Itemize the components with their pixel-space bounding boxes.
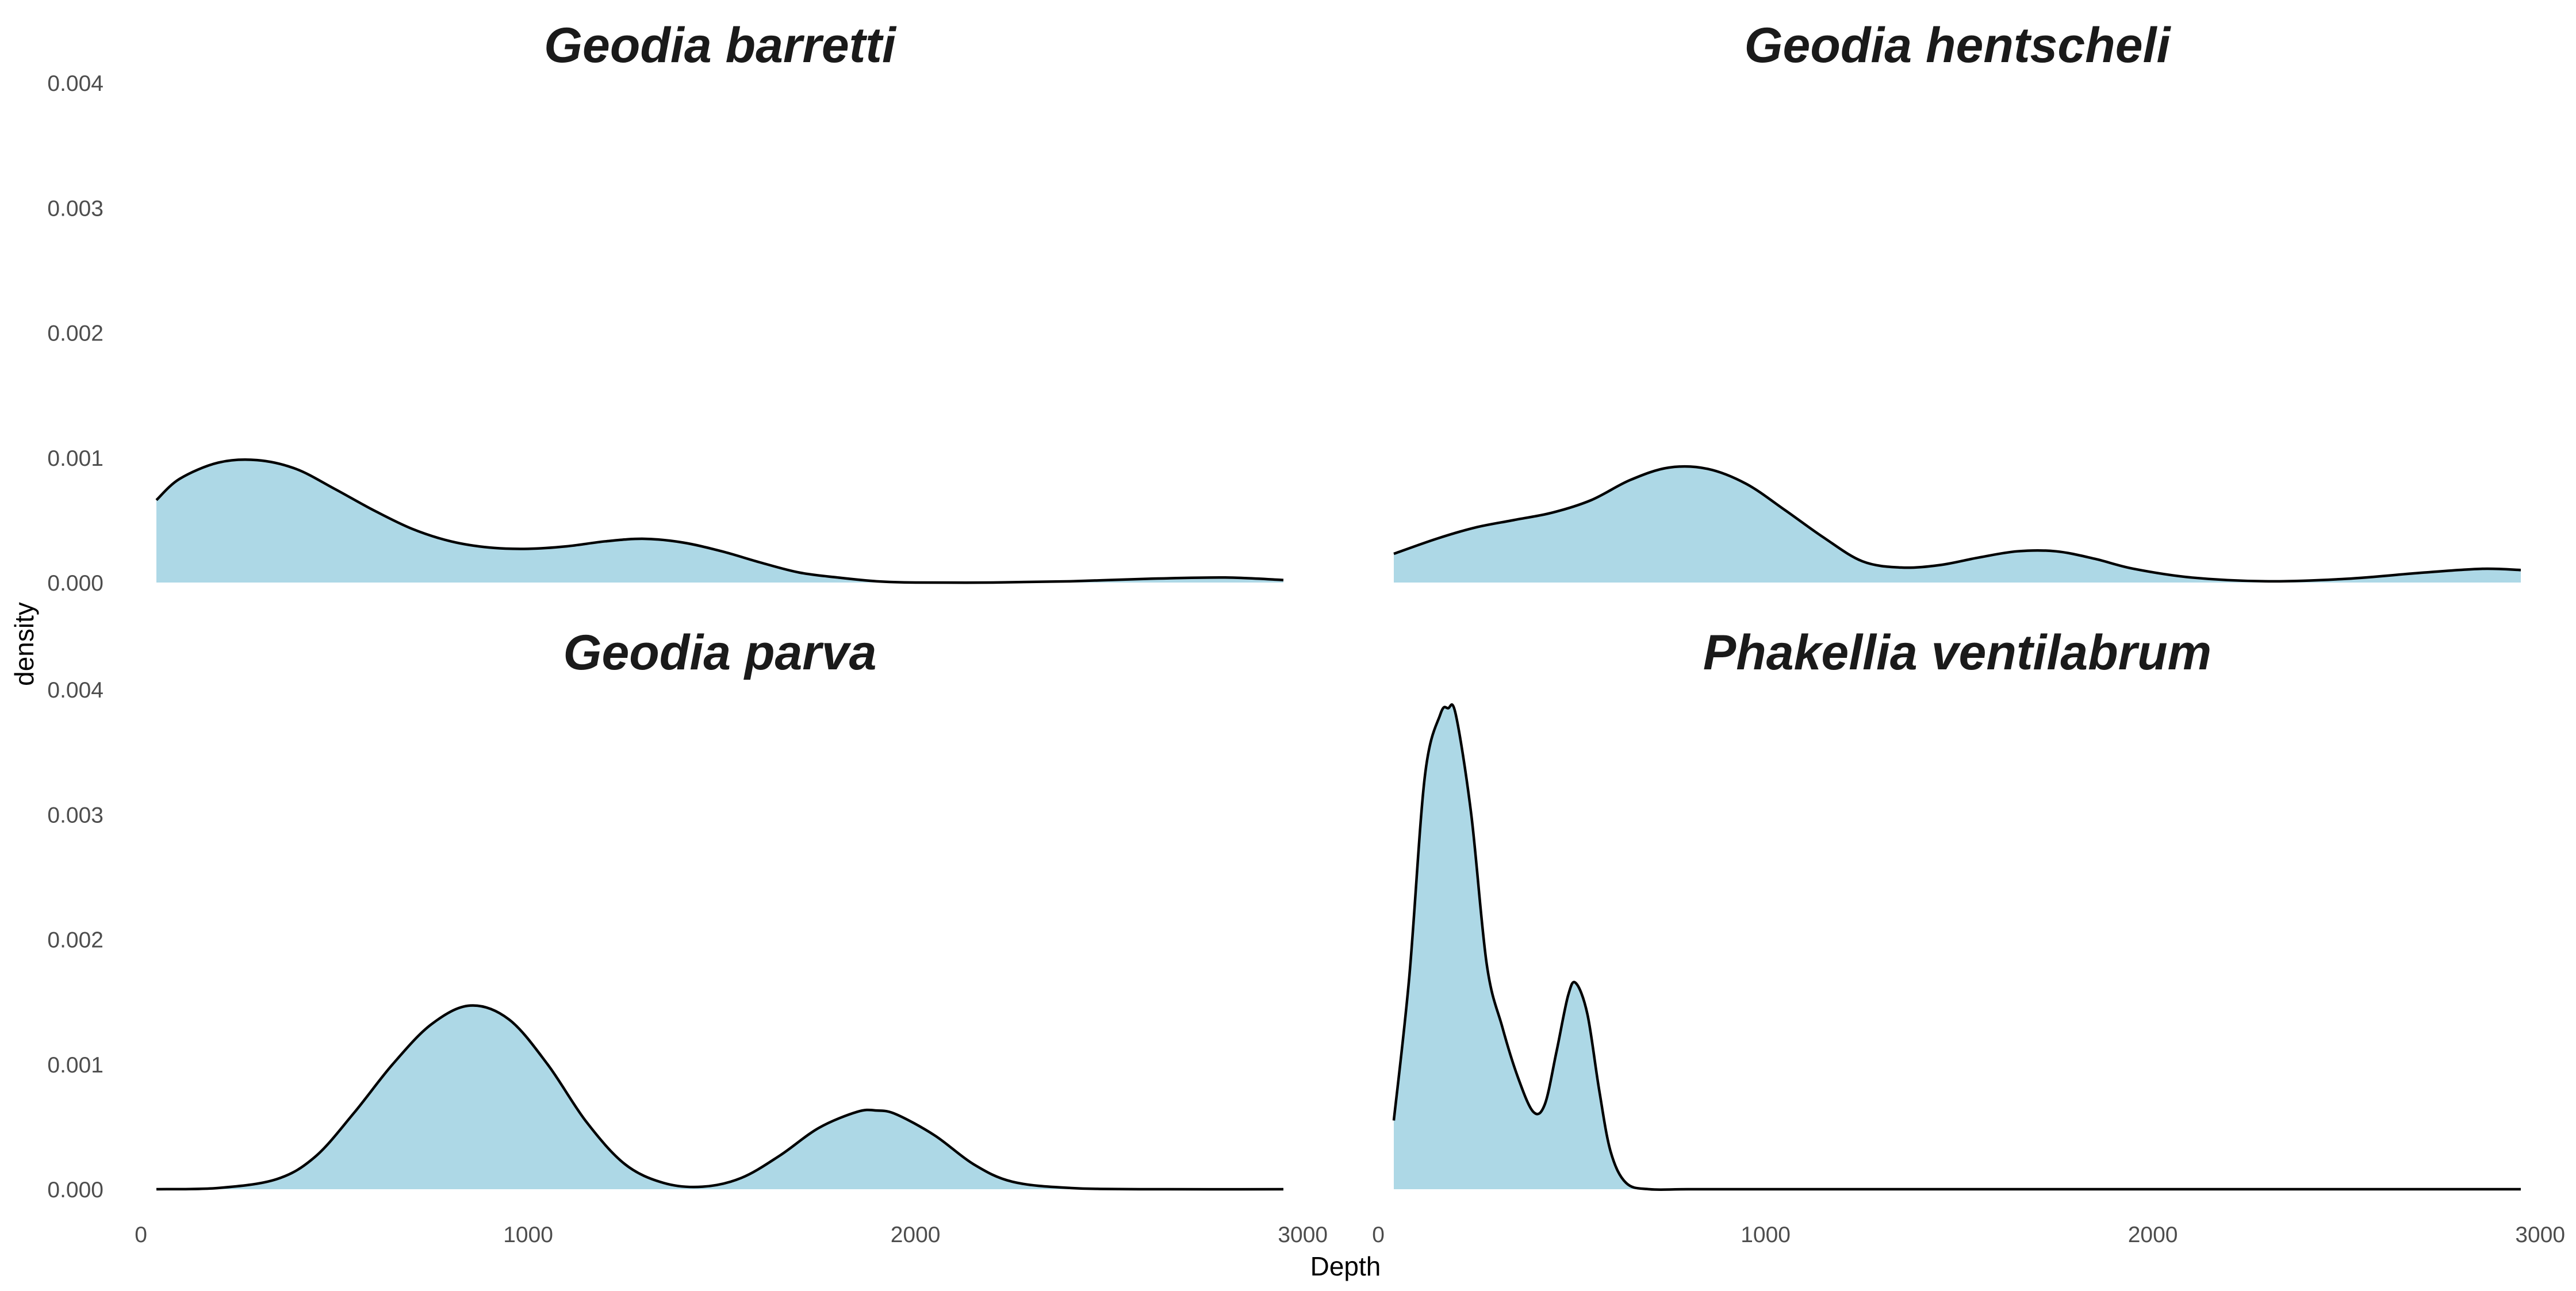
density-area: [1394, 704, 2521, 1190]
facet-panel: Geodia hentscheli: [1393, 18, 2521, 583]
panel-title: Geodia parva: [564, 625, 877, 680]
y-tick-label: 0.002: [47, 928, 103, 953]
y-axis-title: density: [9, 602, 39, 686]
x-tick-label: 2000: [891, 1223, 941, 1247]
panel-title: Geodia barretti: [544, 18, 897, 73]
x-tick-label: 1000: [503, 1223, 553, 1247]
x-axis-title: Depth: [1310, 1251, 1381, 1281]
facet-panel: Geodia parva: [156, 625, 1284, 1191]
density-line: [1393, 465, 2521, 583]
y-tick-label: 0.003: [47, 803, 103, 828]
x-tick-label: 3000: [1278, 1223, 1328, 1247]
panel-title: Phakellia ventilabrum: [1703, 625, 2211, 680]
y-tick-label: 0.000: [47, 571, 103, 596]
panel-title: Geodia hentscheli: [1745, 18, 2172, 73]
density-area: [156, 459, 1283, 583]
density-line: [1392, 703, 2521, 1192]
y-tick-label: 0.000: [47, 1178, 103, 1202]
facet-panel: Geodia barretti: [155, 18, 1284, 584]
x-tick-label: 0: [135, 1223, 147, 1247]
y-tick-label: 0.004: [47, 678, 103, 703]
x-tick-label: 1000: [1741, 1223, 1791, 1247]
y-tick-label: 0.003: [47, 196, 103, 221]
y-tick-label: 0.001: [47, 446, 103, 471]
y-tick-label: 0.004: [47, 71, 103, 96]
x-tick-label: 0: [1372, 1223, 1385, 1247]
x-tick-label: 3000: [2515, 1223, 2565, 1247]
y-tick-label: 0.001: [47, 1053, 103, 1078]
y-tick-label: 0.002: [47, 321, 103, 346]
facet-panel: Phakellia ventilabrum: [1392, 625, 2521, 1192]
density-line: [156, 1004, 1284, 1191]
x-tick-label: 2000: [2128, 1223, 2178, 1247]
density-area: [156, 1005, 1283, 1190]
density-area: [1394, 466, 2521, 583]
density-line: [155, 458, 1284, 584]
